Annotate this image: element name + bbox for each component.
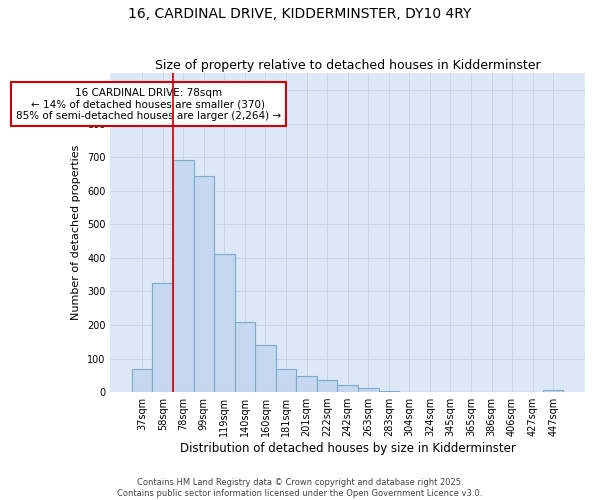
Bar [296,376,317,392]
Bar [255,345,276,392]
Text: 16 CARDINAL DRIVE: 78sqm
← 14% of detached houses are smaller (370)
85% of semi-: 16 CARDINAL DRIVE: 78sqm ← 14% of detach… [16,88,281,120]
Bar [152,283,173,392]
Bar [214,254,235,392]
Bar [132,368,152,392]
Bar [358,388,379,392]
Title: Size of property relative to detached houses in Kidderminster: Size of property relative to detached ho… [155,59,541,72]
X-axis label: Distribution of detached houses by size in Kidderminster: Distribution of detached houses by size … [180,442,515,455]
Bar [317,380,337,392]
Text: 16, CARDINAL DRIVE, KIDDERMINSTER, DY10 4RY: 16, CARDINAL DRIVE, KIDDERMINSTER, DY10 … [128,8,472,22]
Bar [276,368,296,392]
Bar [235,322,255,392]
Bar [173,160,194,392]
Bar [379,390,399,392]
Bar [337,384,358,392]
Y-axis label: Number of detached properties: Number of detached properties [71,145,82,320]
Bar [194,176,214,392]
Text: Contains HM Land Registry data © Crown copyright and database right 2025.
Contai: Contains HM Land Registry data © Crown c… [118,478,482,498]
Bar [543,390,563,392]
